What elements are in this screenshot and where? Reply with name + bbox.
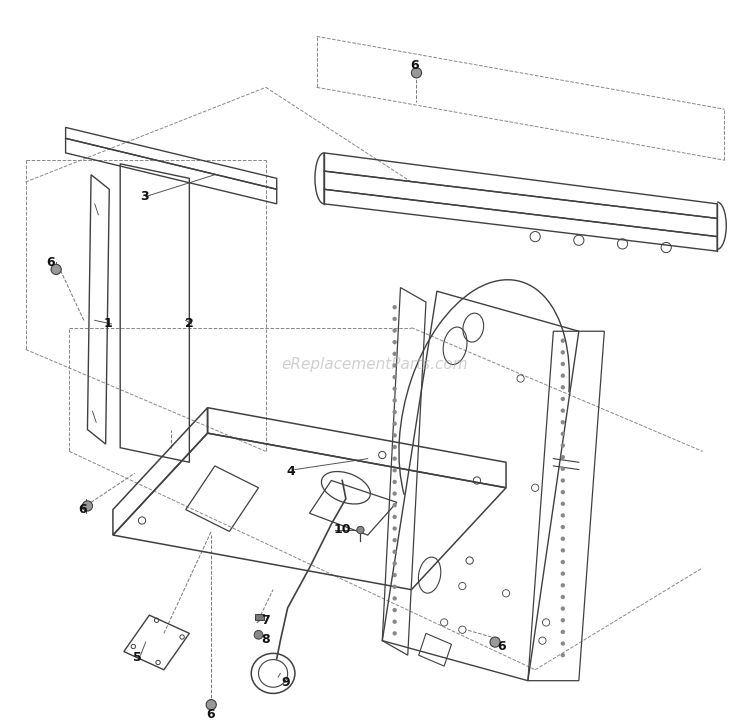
Circle shape xyxy=(561,525,565,529)
Circle shape xyxy=(561,606,565,611)
Circle shape xyxy=(561,467,565,471)
Circle shape xyxy=(561,595,565,599)
Circle shape xyxy=(392,585,397,589)
Circle shape xyxy=(392,491,397,496)
Text: 1: 1 xyxy=(104,317,112,331)
Circle shape xyxy=(82,501,92,511)
Circle shape xyxy=(561,653,565,657)
Text: 6: 6 xyxy=(497,640,506,653)
Text: 2: 2 xyxy=(185,317,194,331)
Circle shape xyxy=(392,515,397,519)
Circle shape xyxy=(392,387,397,391)
Text: 3: 3 xyxy=(140,190,148,203)
Circle shape xyxy=(561,408,565,413)
Text: 10: 10 xyxy=(334,523,351,537)
Circle shape xyxy=(561,385,565,389)
Circle shape xyxy=(561,583,565,587)
Text: 6: 6 xyxy=(206,708,214,721)
Circle shape xyxy=(392,375,397,379)
Text: 8: 8 xyxy=(262,633,270,646)
Circle shape xyxy=(392,352,397,356)
Circle shape xyxy=(561,502,565,506)
Text: 6: 6 xyxy=(46,256,56,269)
Circle shape xyxy=(392,550,397,554)
Circle shape xyxy=(412,68,422,78)
Circle shape xyxy=(490,637,500,647)
Circle shape xyxy=(392,363,397,368)
Circle shape xyxy=(392,398,397,403)
Circle shape xyxy=(561,373,565,378)
Circle shape xyxy=(392,317,397,321)
Circle shape xyxy=(392,422,397,426)
Circle shape xyxy=(392,596,397,601)
Circle shape xyxy=(254,630,263,639)
Circle shape xyxy=(392,340,397,344)
Circle shape xyxy=(561,571,565,576)
Circle shape xyxy=(392,305,397,309)
Circle shape xyxy=(392,480,397,484)
Text: 6: 6 xyxy=(78,503,87,516)
Circle shape xyxy=(392,433,397,438)
Circle shape xyxy=(561,537,565,541)
Text: 6: 6 xyxy=(410,59,419,72)
Circle shape xyxy=(561,548,565,553)
Circle shape xyxy=(561,455,565,459)
Circle shape xyxy=(561,641,565,646)
Circle shape xyxy=(392,468,397,472)
Circle shape xyxy=(392,526,397,531)
Circle shape xyxy=(561,350,565,355)
Circle shape xyxy=(392,503,397,507)
Text: 9: 9 xyxy=(282,676,290,689)
Circle shape xyxy=(561,490,565,494)
Circle shape xyxy=(392,608,397,612)
Circle shape xyxy=(206,700,216,710)
Circle shape xyxy=(561,339,565,343)
Text: 7: 7 xyxy=(262,614,270,627)
Circle shape xyxy=(561,478,565,483)
Text: 4: 4 xyxy=(287,465,296,478)
Circle shape xyxy=(357,526,364,534)
Circle shape xyxy=(392,573,397,577)
Circle shape xyxy=(561,443,565,448)
Circle shape xyxy=(392,631,397,636)
Text: 5: 5 xyxy=(134,651,142,664)
Text: eReplacementParts.com: eReplacementParts.com xyxy=(282,357,468,371)
Circle shape xyxy=(392,456,397,461)
Circle shape xyxy=(561,397,565,401)
Bar xyxy=(255,614,263,620)
Circle shape xyxy=(561,362,565,366)
Circle shape xyxy=(561,560,565,564)
Circle shape xyxy=(561,630,565,634)
Circle shape xyxy=(392,410,397,414)
Circle shape xyxy=(392,561,397,566)
Circle shape xyxy=(561,432,565,436)
Circle shape xyxy=(392,445,397,449)
Circle shape xyxy=(561,420,565,424)
Circle shape xyxy=(561,513,565,518)
Circle shape xyxy=(392,538,397,542)
Circle shape xyxy=(561,618,565,622)
Circle shape xyxy=(392,328,397,333)
Circle shape xyxy=(51,264,62,274)
Circle shape xyxy=(392,620,397,624)
